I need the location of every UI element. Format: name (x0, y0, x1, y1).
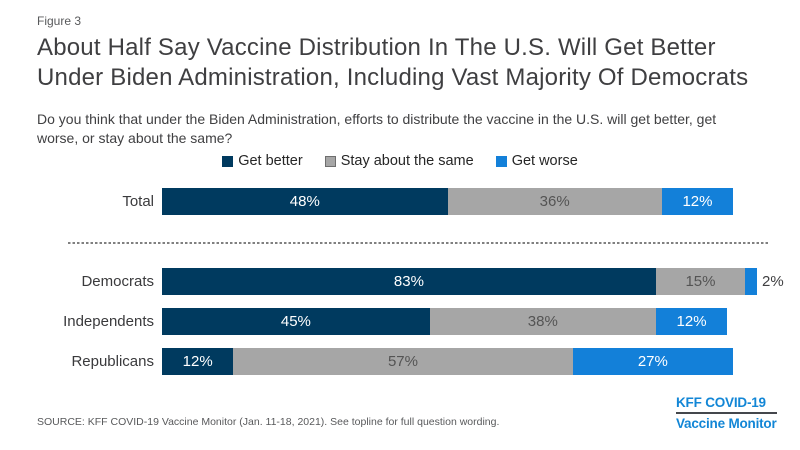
figure-label: Figure 3 (37, 14, 82, 28)
row-label-total: Total (122, 193, 154, 210)
legend-label: Get better (238, 153, 303, 169)
bar-segment-democrats-get-worse (745, 268, 757, 295)
row-label-democrats: Democrats (81, 273, 154, 290)
bar-segment-total-stay-about-the-same: 36% (447, 188, 662, 215)
logo-line-1: KFF COVID-19 (676, 395, 766, 410)
stacked-bar-democrats: 83% 15% (162, 268, 757, 295)
bar-segment-total-get-worse: 12% (661, 188, 734, 215)
bar-segment-independents-get-better: 45% (162, 308, 430, 335)
row-label-republicans: Republicans (71, 353, 154, 370)
bar-segment-republicans-stay-about-the-same: 57% (233, 348, 573, 375)
row-label-independents: Independents (63, 313, 154, 330)
source-note: SOURCE: KFF COVID-19 Vaccine Monitor (Ja… (37, 416, 500, 428)
bar-segment-republicans-get-better: 12% (162, 348, 234, 375)
legend-swatch-stay-about-the-same (324, 155, 336, 167)
stacked-bar-independents: 45% 38% 12% (162, 308, 728, 335)
bar-value-label: 15% (685, 273, 716, 290)
chart-title: About Half Say Vaccine Distribution In T… (37, 33, 748, 93)
bar-row-total: Total 48% 36% 12% (0, 188, 800, 215)
chart-subtitle-line-1: Do you think that under the Biden Admini… (37, 111, 717, 127)
bar-row-republicans: Republicans 12% 57% 27% (0, 348, 800, 375)
bar-value-label: 12% (182, 353, 213, 370)
logo-line-2: Vaccine Monitor (676, 416, 777, 431)
bar-value-label: 38% (527, 313, 558, 330)
chart-subtitle: Do you think that under the Biden Admini… (37, 110, 716, 148)
bar-segment-republicans-get-worse: 27% (572, 348, 734, 375)
legend-item-get-better: Get better (222, 153, 303, 169)
bar-row-democrats: Democrats 83% 15% 2% (0, 268, 800, 295)
chart-title-line-2: Under Biden Administration, Including Va… (37, 64, 749, 91)
legend-label: Stay about the same (340, 153, 474, 169)
stacked-bar-republicans: 12% 57% 27% (162, 348, 734, 375)
bar-value-label: 83% (393, 273, 424, 290)
legend-label: Get worse (511, 153, 578, 169)
bar-segment-total-get-better: 48% (162, 188, 448, 215)
chart-title-line-1: About Half Say Vaccine Distribution In T… (37, 34, 716, 61)
bar-value-label: 45% (280, 313, 311, 330)
bar-segment-democrats-get-better: 83% (162, 268, 656, 295)
bar-value-label: 12% (676, 313, 707, 330)
chart-legend: Get better Stay about the same Get worse (0, 153, 800, 169)
bar-value-label: 12% (682, 193, 713, 210)
legend-swatch-get-worse (495, 155, 507, 167)
bar-value-label: 36% (539, 193, 570, 210)
logo-divider (676, 412, 777, 414)
chart-subtitle-line-2: worse, or stay about the same? (37, 130, 233, 146)
bar-value-label: 27% (637, 353, 668, 370)
bar-segment-democrats-stay-about-the-same: 15% (655, 268, 746, 295)
bar-row-independents: Independents 45% 38% 12% (0, 308, 800, 335)
bar-value-label-outside: 2% (761, 273, 784, 290)
legend-item-get-worse: Get worse (495, 153, 578, 169)
kff-logo: KFF COVID-19 Vaccine Monitor (676, 395, 777, 431)
legend-swatch-get-better (222, 155, 234, 167)
bar-segment-independents-get-worse: 12% (655, 308, 728, 335)
bar-segment-independents-stay-about-the-same: 38% (429, 308, 656, 335)
stacked-bar-total: 48% 36% 12% (162, 188, 734, 215)
bar-value-label: 48% (289, 193, 320, 210)
dashed-divider (68, 242, 768, 244)
bar-value-label: 57% (387, 353, 418, 370)
legend-item-stay-about-the-same: Stay about the same (324, 153, 474, 169)
